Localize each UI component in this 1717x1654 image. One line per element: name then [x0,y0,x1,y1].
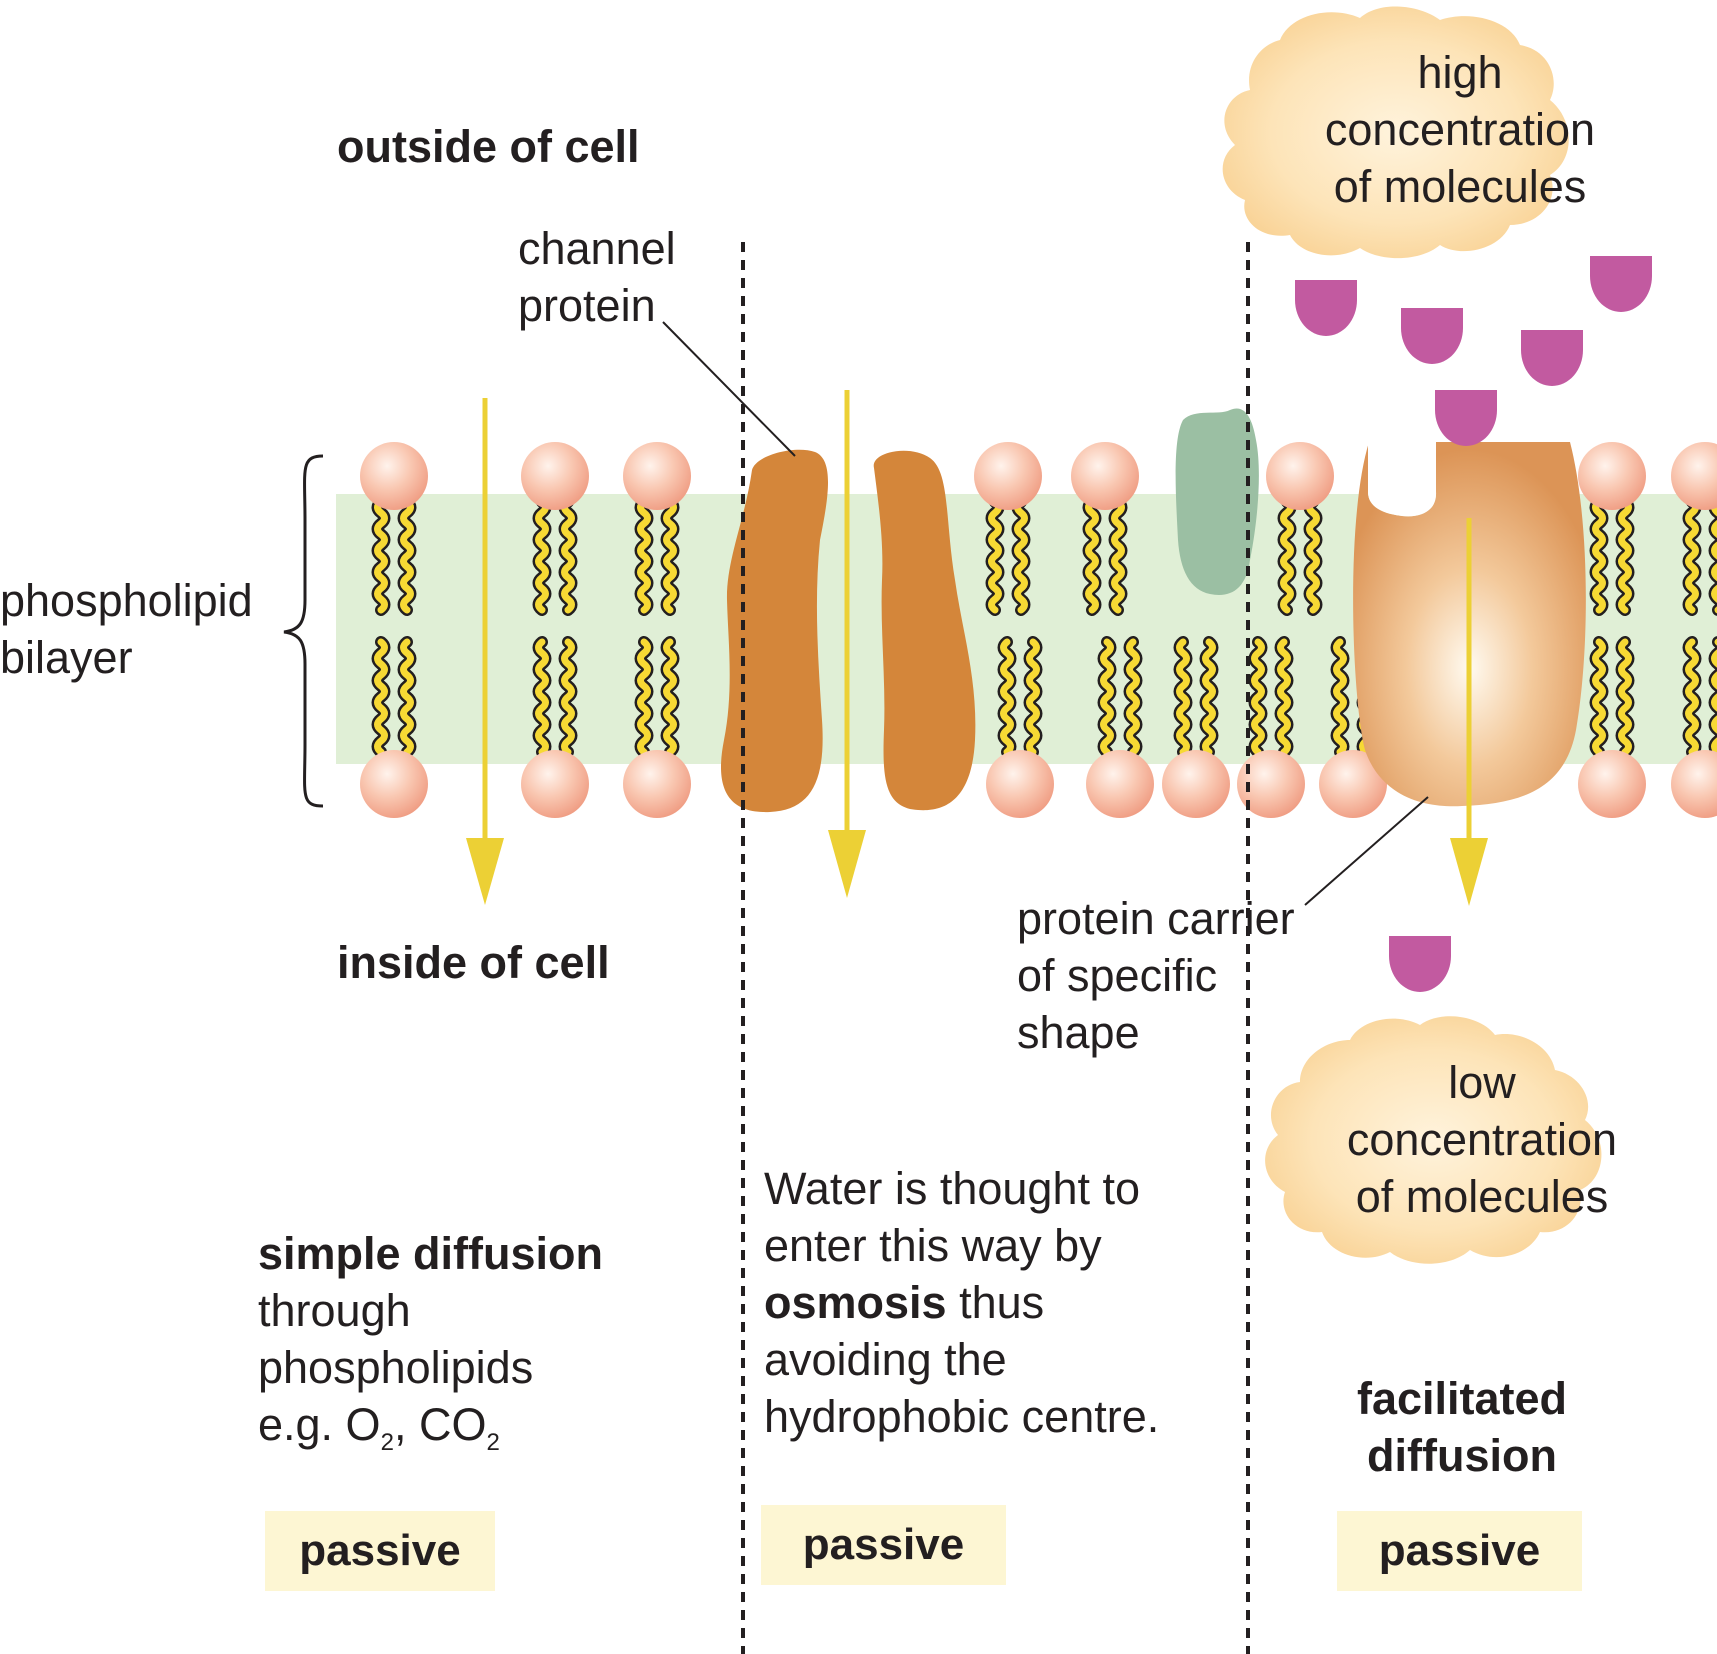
fatty-acid-tail-fill [1711,638,1717,756]
phospholipid-head [1266,442,1334,510]
solute-molecule [1435,390,1497,446]
fatty-acid-tail-fill [1618,498,1632,614]
fatty-acid-tail-fill [663,638,677,756]
fatty-acid-tail-fill [535,638,549,756]
fatty-acid-tail-fill [561,638,575,756]
fatty-acid-tail-fill [1126,638,1140,756]
cloud-high [1222,6,1569,259]
bilayer-brace [283,454,324,808]
carrier-leader-line [1304,796,1429,906]
fatty-acid-tail-fill [1202,638,1216,756]
phospholipid-head [1671,442,1717,510]
fatty-acid-tail-fill [988,498,1002,614]
osmosis-caption: Water is thought to enter this way by os… [764,1163,1160,1442]
fatty-acid-tail-fill [1333,638,1347,756]
passive-badge-osmosis: passive [761,1505,1006,1585]
arrow-facilitated-head [1450,838,1488,906]
passive-badge-facilitated: passive [1337,1511,1582,1591]
phospholipid-head [521,750,589,818]
phospholipid-head [1086,750,1154,818]
solute-molecule [1590,256,1652,312]
simple-diffusion-caption: simple diffusion through phospholipids e… [258,1225,603,1471]
outside-label: outside of cell [337,121,640,172]
fatty-acid-tail-fill [400,498,414,614]
phospholipid-head [1578,750,1646,818]
fatty-acid-tail-fill [1176,638,1190,756]
channel-protein-label: channel protein [518,223,676,331]
fatty-acid-tail-fill [1100,638,1114,756]
fatty-acid-tail-fill [663,498,677,614]
fatty-acid-tail-fill [561,498,575,614]
fatty-acid-tail-fill [1592,638,1606,756]
high-concentration-label: high concentration of molecules [1324,47,1596,212]
low-concentration-label: low concentration of molecules [1346,1057,1618,1222]
diffusion-arrows [466,390,1488,906]
fatty-acid-tail-fill [1111,498,1125,614]
simple-diffusion-title: simple diffusion [258,1228,604,1279]
fatty-acid-tail-fill [1685,498,1699,614]
glycoprotein [1175,408,1259,595]
fatty-acid-tail-fill [1592,498,1606,614]
phospholipid-head [1671,750,1717,818]
fatty-acid-tail-fill [400,638,414,756]
fatty-acid-tail-fill [637,638,651,756]
channel-leader-line [662,321,796,457]
solute-molecule [1521,330,1583,386]
facilitated-diffusion-title: facilitated diffusion [1356,1373,1568,1481]
fatty-acid-tails [371,496,1717,758]
fatty-acid-tail-fill [1085,498,1099,614]
passive-badge-simple: passive [265,1511,495,1591]
phospholipid-head [360,442,428,510]
phospholipid-head [360,750,428,818]
phospholipid-head [623,750,691,818]
phospholipid-head [623,442,691,510]
solute-molecules [1295,256,1652,992]
fatty-acid-tail-fill [637,498,651,614]
fatty-acid-tail-fill [1618,638,1632,756]
solute-molecule [1401,308,1463,364]
fatty-acid-tail-fill [1306,498,1320,614]
solute-molecule [1389,936,1451,992]
phospholipid-heads [360,442,1717,818]
phospholipid-head [1071,442,1139,510]
fatty-acid-tail-fill [1277,638,1291,756]
fatty-acid-tail-fill [1280,498,1294,614]
phospholipid-head [974,442,1042,510]
cloud-low [1265,1016,1602,1264]
fatty-acid-tail-fill [535,498,549,614]
fatty-acid-tail-fill [1014,498,1028,614]
phospholipid-head [1319,750,1387,818]
arrow-osmosis-head [828,830,866,898]
fatty-acid-tail-fill [374,638,388,756]
fatty-acid-tail-fill [374,498,388,614]
fatty-acid-tail-fill [1000,638,1014,756]
channel-protein-left [720,449,829,813]
fatty-acid-tail-fill [1026,638,1040,756]
phospholipid-head [1237,750,1305,818]
carrier-label: protein carrier of specific shape [1017,893,1295,1058]
phospholipid-head [1578,442,1646,510]
bilayer-label: phospholipid bilayer [0,575,253,683]
fatty-acid-tail-fill [1251,638,1265,756]
phospholipid-head [1162,750,1230,818]
fatty-acid-tail-fill [1711,498,1717,614]
inside-label: inside of cell [337,937,610,988]
channel-protein-right [873,450,976,811]
fatty-acid-tail-fill [1685,638,1699,756]
arrow-simple-head [466,838,504,905]
solute-molecule [1295,280,1357,336]
osmosis-term: osmosis [764,1277,947,1328]
phospholipid-head [521,442,589,510]
phospholipid-head [986,750,1054,818]
